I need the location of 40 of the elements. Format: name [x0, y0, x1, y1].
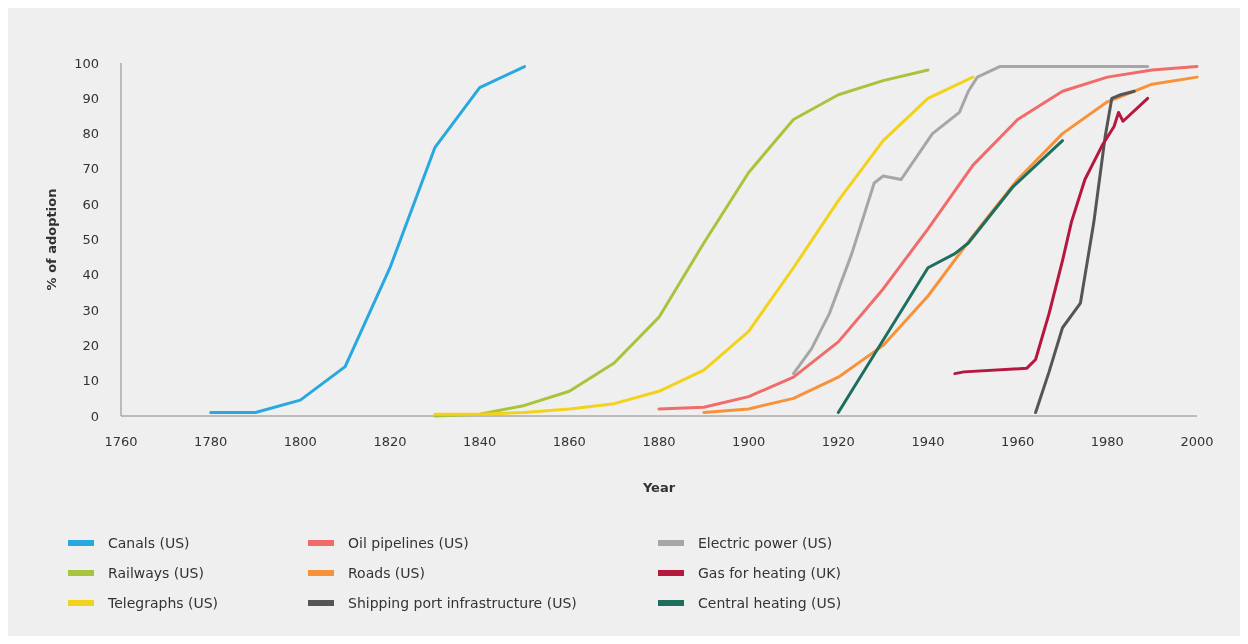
line-series [953, 96, 1150, 376]
y-tick-label: 10 [82, 373, 99, 389]
y-tick-label: 40 [82, 267, 99, 283]
y-tick-label: 30 [82, 302, 99, 318]
legend-label: Oil pipelines (US) [348, 534, 469, 551]
x-tick-label: 1880 [642, 434, 676, 449]
legend-label: Canals (US) [108, 534, 190, 551]
x-tick-label: 1840 [463, 434, 497, 449]
x-tick-label: 1940 [911, 434, 945, 449]
x-tick-label: 1960 [1001, 434, 1035, 449]
y-tick-label: 0 [90, 408, 99, 424]
x-tick-label: 1900 [732, 434, 766, 449]
legend-label: Electric power (US) [698, 534, 833, 551]
x-axis-title: Year [641, 480, 676, 495]
line-series [209, 65, 526, 414]
legend-label: Telegraphs (US) [107, 594, 219, 611]
y-tick-label: 80 [82, 126, 99, 142]
x-tick-label: 1860 [552, 434, 586, 449]
x-tick-label: 1780 [194, 434, 228, 449]
x-tick-label: 1820 [373, 434, 407, 449]
x-tick-label: 1760 [104, 434, 138, 449]
line-series [836, 139, 1064, 414]
x-tick-label: 2000 [1180, 434, 1214, 449]
line-series [792, 65, 1150, 376]
line-series [1034, 89, 1136, 414]
legend-label: Shipping port infrastructure (US) [348, 594, 577, 611]
legend-label: Central heating (US) [698, 594, 842, 611]
legend-label: Roads (US) [348, 564, 425, 581]
x-tick-label: 1920 [821, 434, 855, 449]
y-axis-title: % of adoption [44, 188, 59, 291]
x-tick-label: 1800 [283, 434, 317, 449]
y-tick-label: 50 [82, 232, 99, 248]
legend-label: Gas for heating (UK) [698, 564, 841, 581]
y-tick-label: 20 [82, 337, 99, 353]
x-tick-label: 1980 [1090, 434, 1124, 449]
legend-label: Railways (US) [108, 564, 204, 581]
y-tick-label: 100 [74, 55, 99, 71]
y-tick-label: 90 [82, 90, 99, 106]
y-tick-label: 70 [82, 161, 99, 177]
y-tick-label: 60 [82, 196, 99, 212]
